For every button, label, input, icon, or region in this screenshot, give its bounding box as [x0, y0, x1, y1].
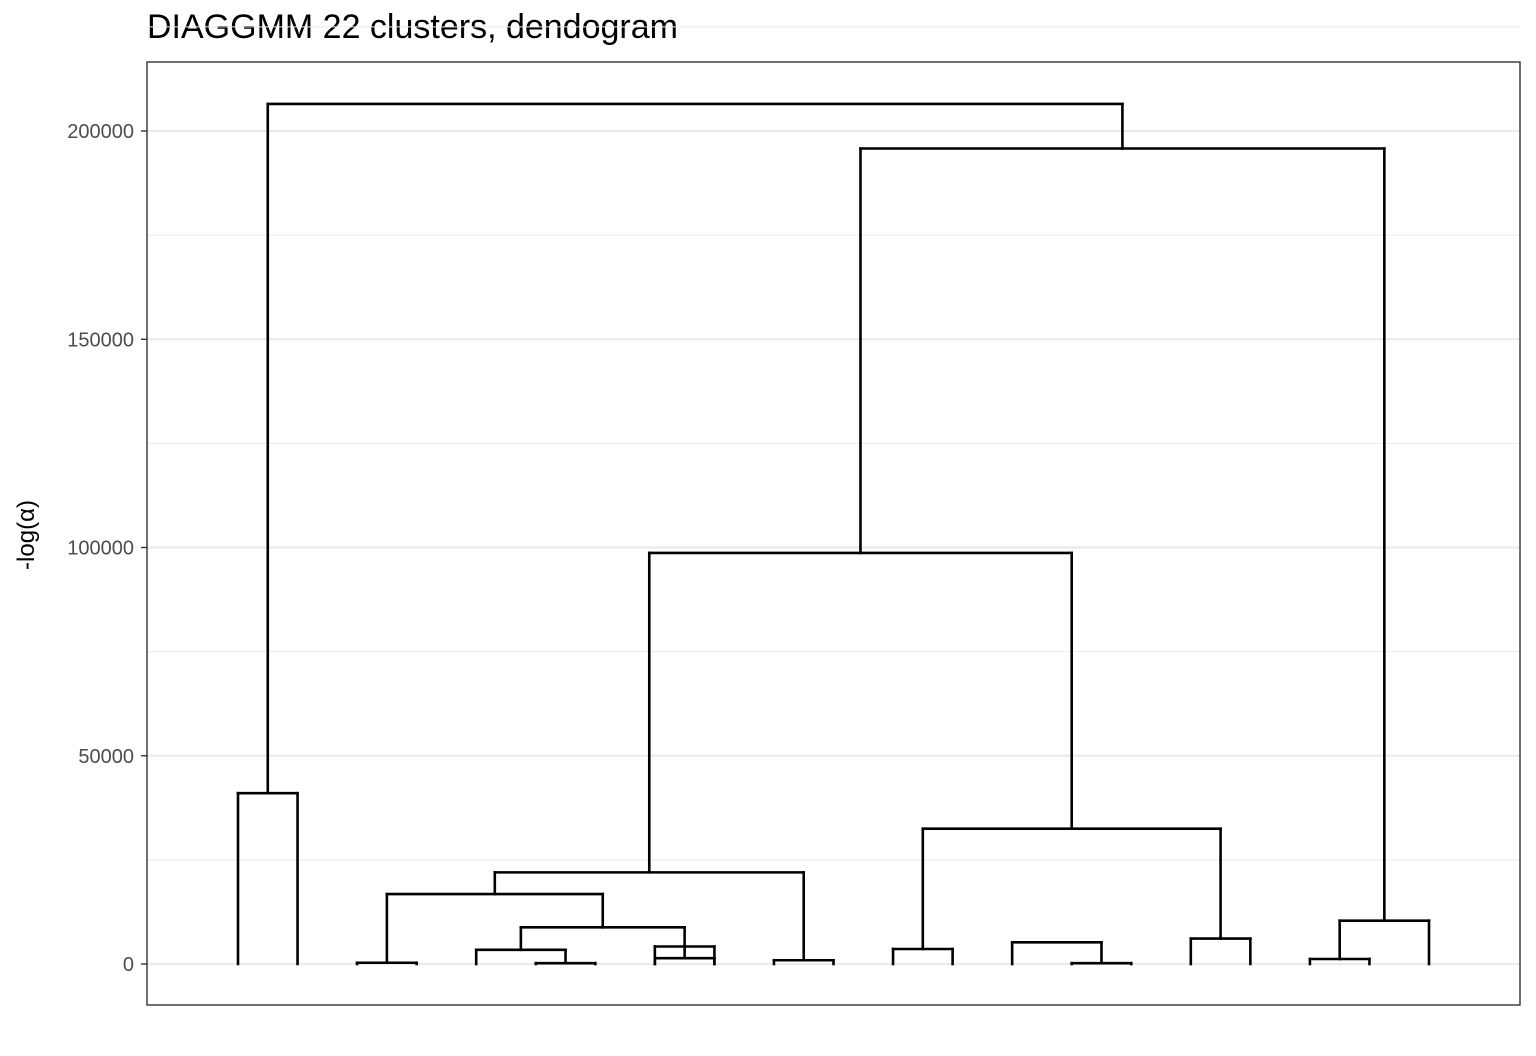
y-tick-label: 100000	[67, 538, 134, 560]
y-tick-label: 150000	[67, 329, 134, 351]
y-tick-label: 50000	[78, 746, 134, 768]
y-tick-label: 0	[123, 954, 134, 976]
plot-panel	[147, 62, 1520, 1005]
dendrogram-branches	[236, 102, 1431, 966]
y-tick-label: 200000	[67, 121, 134, 143]
plot-border	[146, 61, 1521, 1006]
y-axis-ticks: 0 50000 100000 150000 200000	[67, 121, 147, 976]
